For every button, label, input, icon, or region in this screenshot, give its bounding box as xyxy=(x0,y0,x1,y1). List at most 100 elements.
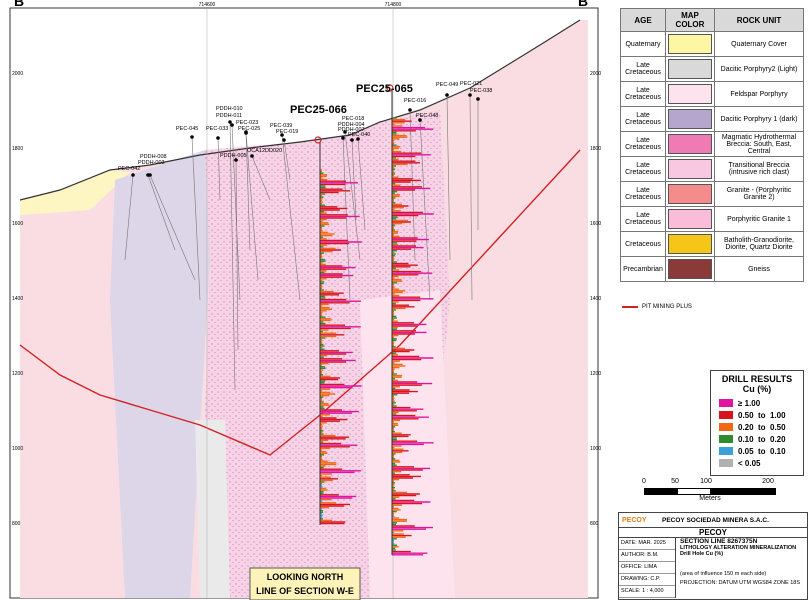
legend-swatch xyxy=(668,209,712,229)
class-row: 0.50 to 1.00 xyxy=(719,409,803,421)
legend-age: Quaternary xyxy=(620,31,666,57)
collar xyxy=(343,130,347,134)
quaternary xyxy=(20,170,130,215)
elevation-label: 1800 xyxy=(12,146,23,152)
drill-trace xyxy=(357,138,366,231)
elevation-label: 1600 xyxy=(12,221,23,227)
legend-swatch-cell xyxy=(665,56,715,82)
legend-swatch xyxy=(668,159,712,179)
drill-trace xyxy=(469,94,473,301)
drill-trace xyxy=(231,124,241,301)
easting-label: 714800 xyxy=(385,2,402,8)
hole-label: PDDH-007 xyxy=(338,127,365,133)
legend-row: Late Cretaceous Transitional Breccia (int… xyxy=(620,156,804,182)
collar xyxy=(250,154,254,158)
view-label: LINE OF SECTION W-E xyxy=(256,586,354,596)
subtitle: LITHOLOGY ALTERATION MINERALIZATION xyxy=(680,545,797,551)
drill-trace xyxy=(229,121,236,391)
field: DATE: MAR. 2025 xyxy=(619,538,675,550)
class-row: ≥ 1.00 xyxy=(719,397,803,409)
hole-label: PEC-048 xyxy=(416,113,438,119)
view-label: LOOKING NORTH xyxy=(267,572,344,582)
legend: AGE MAP COLOR ROCK UNIT Quaternary Quatern… xyxy=(620,8,804,282)
scale-tick: 0 xyxy=(642,478,646,485)
class-label: ≥ 1.00 xyxy=(738,398,761,408)
drill-trace xyxy=(281,134,301,301)
class-swatch xyxy=(719,459,733,467)
legend-unit: Quaternary Cover xyxy=(714,31,804,57)
legend-row: Late Cretaceous Granite - (Porphyritic Gr… xyxy=(620,181,804,207)
collar xyxy=(476,97,480,101)
collar xyxy=(445,93,449,97)
legend-swatch-cell xyxy=(665,256,715,282)
hole-label: PEC-019 xyxy=(276,129,298,135)
scale-tick: 200 xyxy=(762,478,774,485)
pit-line xyxy=(19,149,581,456)
collar xyxy=(350,138,354,142)
drill-trace xyxy=(409,109,416,261)
hole-label-main: PEC25-066 xyxy=(290,104,347,116)
collar xyxy=(280,133,284,137)
hole-label: PDDH-005 xyxy=(220,153,247,159)
class-swatch xyxy=(719,447,733,455)
legend-swatch xyxy=(668,109,712,129)
collar xyxy=(341,136,345,140)
class-label: 0.10 to 0.20 xyxy=(738,434,786,444)
elevation-label: 1200 xyxy=(590,371,601,377)
drill-results-unit: Cu (%) xyxy=(742,384,772,394)
class-label: 0.20 to 0.50 xyxy=(738,422,786,432)
legend-swatch-cell xyxy=(665,206,715,232)
class-label: < 0.05 xyxy=(738,458,761,468)
legend-row: Late Cretaceous Dacitic Porphyry2 (Light) xyxy=(620,56,804,82)
class-label: 0.50 to 1.00 xyxy=(738,410,786,420)
elevation-label: 1200 xyxy=(12,371,23,377)
legend-swatch xyxy=(668,134,712,154)
hole-label: PEC-038 xyxy=(470,88,492,94)
legend-row: Precambrian Gneiss xyxy=(620,256,804,282)
legend-swatch-cell xyxy=(665,181,715,207)
legend-unit: Magmatic Hydrothermal Breccia: South, Ea… xyxy=(714,131,804,157)
section-title: SECTION LINE 8267375N xyxy=(680,538,758,545)
hole-label: PEC-040 xyxy=(348,132,370,138)
collar xyxy=(244,131,248,135)
hole-label: PDDH-004 xyxy=(338,122,365,128)
hole-label: PDDH-011 xyxy=(216,113,242,119)
collar xyxy=(282,138,286,142)
drill-trace xyxy=(446,94,451,261)
drill-trace xyxy=(245,132,259,281)
drill-trace xyxy=(191,136,201,301)
class-row: 0.20 to 0.50 xyxy=(719,421,803,433)
legend-unit: Feldspar Porphyry xyxy=(714,81,804,107)
hole-label: PEC-025 xyxy=(238,126,260,132)
collar xyxy=(418,118,422,122)
drill-trace xyxy=(124,174,134,261)
hole-label: PDDH-008 xyxy=(140,154,167,160)
section-map: B B' 714600 714800 PEC-042PDDH-008PDDH-0… xyxy=(9,0,601,600)
collar xyxy=(356,137,360,141)
legend-header: ROCK UNIT xyxy=(714,8,804,32)
elevation-label: 1800 xyxy=(590,146,601,152)
legend-unit: Dacitic Porphyry 1 (dark) xyxy=(714,106,804,132)
class-swatch xyxy=(719,399,733,407)
legend-age: Late Cretaceous xyxy=(620,106,666,132)
elevation-label: 800 xyxy=(590,521,599,527)
collar xyxy=(408,108,412,112)
legend-age: Late Cretaceous xyxy=(620,81,666,107)
class-swatch xyxy=(719,435,733,443)
drill-trace xyxy=(217,137,221,201)
drill-results: DRILL RESULTS Cu (%) ≥ 1.00 0.50 to 1.00 0… xyxy=(710,370,804,476)
drill-trace xyxy=(351,139,357,221)
title-block: PECOY PECOY SOCIEDAD MINERA S.A.C. PECOY … xyxy=(618,512,808,600)
hole-label: PEC-021 xyxy=(460,81,482,87)
drill-trace xyxy=(251,155,271,201)
hole-label: PDDH-010 xyxy=(216,106,243,112)
legend-swatch xyxy=(668,84,712,104)
topography xyxy=(19,19,581,201)
drill-trace xyxy=(245,131,251,251)
legend-swatch-cell xyxy=(665,231,715,257)
drill-trace xyxy=(149,174,196,281)
note: (area of influence 150 m each side) xyxy=(680,571,767,577)
legend-swatch-cell xyxy=(665,156,715,182)
legend-swatch-cell xyxy=(665,31,715,57)
projection: PROJECTION: DATUM UTM WGS84 ZONE 18S xyxy=(680,580,800,586)
